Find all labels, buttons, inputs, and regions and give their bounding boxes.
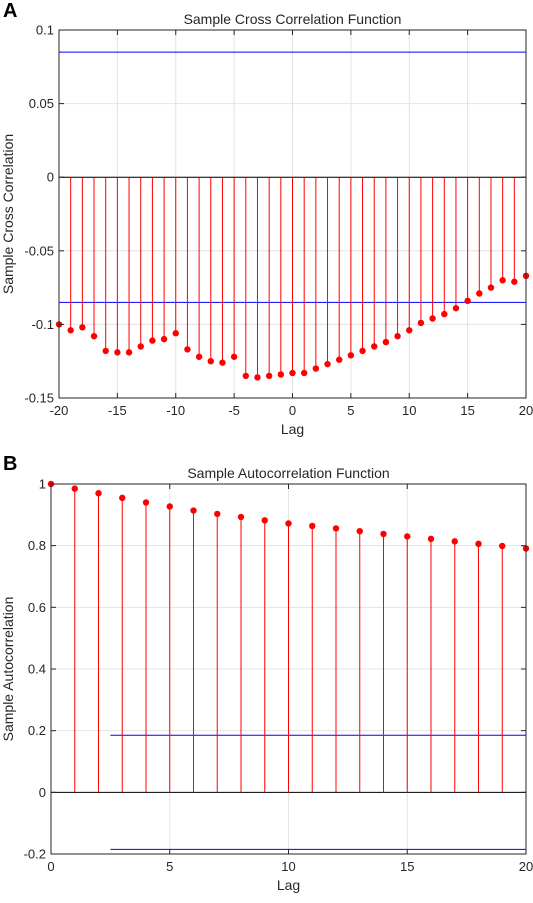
data-point — [172, 330, 179, 337]
data-point — [380, 530, 387, 538]
x-tick-label: 20 — [519, 403, 533, 418]
data-point — [324, 360, 331, 368]
x-tick-label: 5 — [166, 859, 173, 874]
data-point — [451, 538, 458, 545]
panel-label-b: B — [3, 453, 18, 475]
data-point — [214, 510, 221, 518]
data-point — [95, 490, 102, 497]
data-point — [79, 324, 86, 331]
x-tick-label: 0 — [47, 859, 54, 874]
y-tick-label: 0.05 — [29, 96, 54, 111]
data-point — [404, 533, 411, 540]
data-point — [142, 499, 150, 506]
data-point — [429, 315, 436, 322]
data-point — [347, 352, 355, 359]
data-point — [499, 542, 506, 550]
data-point — [371, 343, 378, 350]
data-point — [499, 277, 506, 284]
data-point — [476, 290, 483, 297]
data-point — [309, 522, 316, 530]
data-point — [230, 353, 238, 360]
data-point — [207, 358, 214, 365]
data-point — [184, 346, 191, 353]
data-point — [394, 332, 401, 340]
data-point — [289, 369, 296, 377]
y-tick-label: 1 — [39, 477, 46, 492]
x-tick-label: -10 — [166, 403, 185, 418]
data-point — [254, 374, 261, 381]
data-point — [487, 284, 495, 291]
data-point — [285, 520, 292, 527]
data-point — [195, 353, 203, 360]
x-tick-label: 10 — [281, 859, 295, 874]
data-point — [119, 494, 126, 502]
data-point — [356, 527, 363, 535]
data-point — [137, 343, 144, 350]
y-tick-label: 0.1 — [36, 23, 54, 38]
chart-title: Sample Autocorrelation Function — [187, 465, 389, 481]
data-point — [464, 297, 471, 305]
data-point — [71, 485, 78, 492]
data-point — [219, 359, 226, 366]
cross-correlation-chart: -20 -15 -10 -5 0 5 10 15 20 -0.15 -0.1 -0.05 0 0.05 0.… — [0, 11, 533, 437]
x-tick-label: 10 — [402, 403, 416, 418]
y-tick-label: 0.6 — [28, 600, 46, 615]
panel-label-a: A — [3, 0, 18, 22]
x-tick-label: 5 — [347, 403, 354, 418]
data-point — [452, 305, 460, 312]
x-tick-label: 15 — [460, 403, 474, 418]
data-point — [332, 525, 340, 532]
data-point — [300, 369, 308, 377]
y-tick-label: -0.15 — [24, 391, 54, 406]
y-tick-label: -0.05 — [24, 243, 54, 258]
data-point — [114, 349, 121, 356]
data-point — [336, 356, 343, 363]
y-tick-label: 0.8 — [28, 538, 46, 553]
y-tick-label: 0 — [39, 785, 46, 800]
data-point — [475, 540, 482, 548]
y-tick-label: -0.2 — [24, 847, 46, 862]
data-point — [382, 338, 390, 346]
y-axis-label: Sample Cross Correlation — [0, 134, 16, 294]
x-tick-label: 0 — [289, 403, 296, 418]
x-tick-label: -15 — [108, 403, 127, 418]
data-point — [427, 535, 435, 543]
data-point — [406, 327, 413, 334]
data-point — [242, 372, 249, 380]
y-tick-label: 0.2 — [28, 723, 46, 738]
data-point — [67, 327, 74, 334]
data-point — [261, 517, 268, 524]
data-point — [277, 371, 285, 378]
data-point — [417, 319, 425, 327]
data-point — [312, 365, 320, 372]
data-point — [511, 278, 518, 285]
x-axis-label: Lag — [281, 421, 304, 437]
data-point — [149, 337, 156, 344]
data-point — [166, 503, 173, 510]
data-point — [265, 372, 273, 380]
y-tick-label: 0.4 — [28, 662, 46, 677]
data-point — [160, 335, 168, 343]
data-point — [125, 349, 133, 356]
data-point — [237, 513, 245, 521]
x-tick-label: 15 — [400, 859, 414, 874]
y-tick-label: -0.1 — [32, 317, 54, 332]
data-point — [190, 507, 197, 514]
data-point — [90, 332, 98, 340]
data-point — [441, 310, 448, 318]
data-point — [359, 347, 366, 355]
x-tick-label: -5 — [228, 403, 240, 418]
data-point — [102, 347, 109, 355]
chart-title: Sample Cross Correlation Function — [184, 11, 402, 27]
x-tick-label: -20 — [50, 403, 69, 418]
x-tick-label: 20 — [519, 859, 533, 874]
y-tick-label: 0 — [47, 170, 54, 185]
x-axis-label: Lag — [277, 877, 300, 893]
y-axis-label: Sample Autocorrelation — [0, 597, 16, 742]
